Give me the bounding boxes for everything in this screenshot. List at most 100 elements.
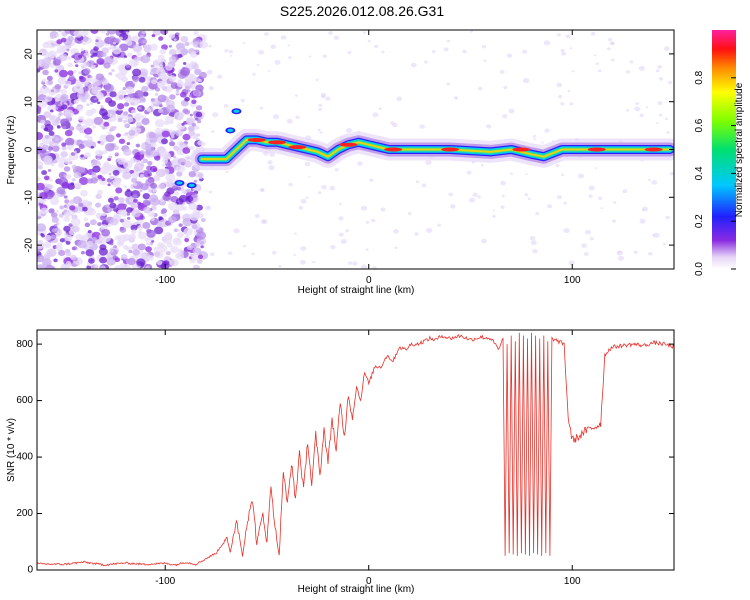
spectrogram-noise-blob (394, 246, 398, 250)
spectrogram-noise-blob (503, 85, 508, 90)
spectrogram-noise-blob (73, 99, 80, 105)
spectrogram-noise-blob (589, 237, 594, 241)
spectrogram-noise-blob (194, 125, 200, 130)
spectrogram-noise-blob (130, 224, 138, 231)
spectrogram-noise-blob (64, 30, 72, 34)
spectrogram-noise-blob (161, 86, 168, 91)
spectrogram-noise-blob (588, 194, 593, 198)
spectrogram-noise-blob (175, 252, 185, 260)
spectrogram-noise-blob (108, 72, 113, 76)
spectrogram-noise-blob (40, 125, 46, 129)
spectrogram-noise-blob (101, 177, 106, 182)
spectrogram-noise-blob (120, 254, 128, 260)
spectrogram-noise-blob (67, 62, 73, 68)
spectrogram-noise-blob (563, 228, 570, 234)
spectrogram-noise-blob (147, 161, 153, 166)
spectrogram-noise-blob (165, 250, 171, 256)
snr-xtick-label: -100 (155, 576, 175, 587)
spectrogram-noise-blob (57, 77, 67, 85)
spectrogram-noise-blob (41, 170, 48, 176)
spectrogram-noise-blob (635, 102, 639, 105)
spectrogram-noise-blob (208, 44, 212, 48)
spectrogram-noise-blob (288, 183, 293, 187)
spectrogram-noise-blob (71, 246, 76, 251)
spectrogram-noise-blob (146, 107, 152, 112)
spectrogram-noise-blob (78, 71, 82, 75)
spectrogram-noise-blob (126, 207, 133, 213)
spectrogram-noise-blob (125, 31, 130, 35)
spectrogram-noise-blob (91, 236, 98, 242)
spectrogram-noise-blob (391, 122, 398, 128)
spectrogram-noise-blob (657, 64, 663, 69)
spectrogram-noise-blob (149, 165, 158, 173)
spectrogram-noise-blob (101, 212, 106, 217)
spectrogram-noise-blob (128, 233, 137, 240)
spectrogram-noise-blob (437, 223, 442, 227)
spectrogram-noise-blob (563, 201, 567, 205)
spectrogram-noise-blob (88, 258, 95, 264)
spectrogram-noise-blob (68, 126, 75, 132)
spectrogram-noise-blob (340, 239, 347, 245)
spectrogram-noise-blob (492, 214, 496, 218)
spectrogram-noise-blob (118, 36, 123, 40)
spectrogram-noise-blob (131, 172, 139, 179)
spectrogram-noise-blob (122, 171, 132, 180)
spectrogram-noise-blob (481, 44, 487, 49)
spectrogram-noise-blob (66, 144, 74, 151)
spectrogram-noise-blob (154, 92, 159, 96)
spectrogram-noise-blob (59, 238, 65, 243)
figure-title: S225.2026.012.08.26.G31 (280, 3, 444, 19)
spectrogram-noise-blob (46, 40, 57, 49)
spectrogram-noise-blob (99, 108, 108, 116)
spectrogram-noise-blob (217, 74, 223, 79)
spectrogram-noise-blob (59, 95, 68, 103)
spectrogram-noise-blob (154, 155, 161, 161)
spectrogram-noise-blob (83, 217, 89, 222)
spectrogram-noise-blob (80, 251, 85, 255)
spectrogram-noise-blob (272, 114, 280, 120)
spectrogram-noise-blob (174, 191, 180, 196)
spectrogram-noise-blob (109, 202, 117, 209)
spectrogram-noise-blob (63, 209, 68, 213)
spectrogram-noise-blob (547, 204, 553, 209)
spectrogram-noise-blob (175, 129, 184, 137)
spectrogram-noise-blob (381, 50, 385, 54)
spectrogram-noise-blob (41, 57, 52, 66)
spectrogram-noise-blob (166, 98, 170, 102)
spectrogram-noise-blob (125, 116, 134, 123)
spectrogram-noise-blob (195, 105, 203, 111)
spectrogram-noise-blob (130, 203, 138, 209)
spectrogram-noise-blob (78, 143, 85, 150)
spectrogram-noise-blob (175, 166, 181, 171)
spectrogram-noise-blob (63, 158, 72, 165)
spectrogram-noise-blob (198, 78, 202, 83)
spectrogram-noise-blob (188, 202, 198, 211)
spectrogram-noise-blob (242, 41, 246, 44)
spectrogram-noise-blob (63, 211, 71, 218)
spectrogram-noise-blob (80, 154, 84, 158)
spectrogram-noise-blob (256, 63, 260, 67)
spectrogram-noise-blob (127, 52, 132, 57)
spectrogram-noise-blob (50, 89, 55, 93)
spectrogram-noise-blob (530, 240, 537, 246)
spectrogram-noise-blob (132, 75, 140, 82)
spectrogram-noise-blob (103, 56, 114, 65)
spectrogram-noise-blob (167, 66, 171, 70)
spectrogram-noise-blob (177, 229, 181, 232)
spectrogram-noise-blob (317, 128, 321, 132)
spectrogram-noise-blob (188, 130, 195, 136)
spectrogram-noise-blob (48, 208, 55, 214)
spectrogram-noise-blob (569, 47, 572, 50)
spectrogram-noise-blob (274, 59, 281, 65)
spectrogram-noise-blob (129, 97, 137, 104)
spectrogram-noise-blob (144, 237, 150, 242)
spectrogram-noise-blob (280, 35, 287, 40)
spectrogram-noise-blob (37, 250, 40, 254)
spectrogram-noise-blob (205, 205, 211, 211)
spectrogram-noise-blob (142, 221, 151, 229)
spectrogram-noise-blob (446, 39, 450, 43)
spectrogram-noise-blob (191, 222, 201, 231)
spectrogram-noise-blob (69, 199, 75, 205)
spectrogram-noise-blob (119, 227, 127, 233)
spectrogram-noise-blob (206, 69, 213, 75)
